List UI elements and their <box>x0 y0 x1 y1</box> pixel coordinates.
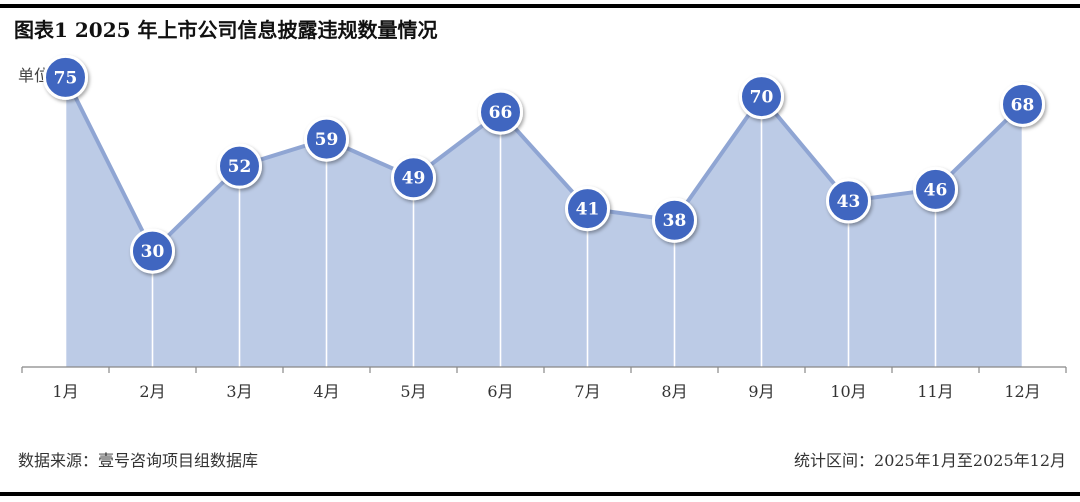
x-tick-label: 7月 <box>574 382 600 401</box>
data-label: 68 <box>1011 95 1035 115</box>
x-tick-label: 2月 <box>139 382 165 401</box>
data-source: 数据来源：壹号咨询项目组数据库 <box>18 451 259 470</box>
data-label: 52 <box>228 157 252 177</box>
data-label: 70 <box>750 88 774 108</box>
data-point-marker <box>43 54 88 100</box>
figure-title: 图表1 2025 年上市公司信息披露违规数量情况 <box>14 18 438 42</box>
bottom-rule <box>0 492 1080 496</box>
data-point-marker <box>826 178 871 224</box>
x-tick-label: 6月 <box>487 382 513 401</box>
data-label: 41 <box>576 200 600 220</box>
top-rule <box>0 4 1080 8</box>
data-label: 30 <box>141 242 165 262</box>
data-point-marker <box>304 116 349 162</box>
x-tick-label: 8月 <box>661 382 687 401</box>
data-point-marker <box>1000 81 1045 127</box>
data-label: 46 <box>924 180 948 200</box>
data-label: 38 <box>663 211 687 231</box>
data-point-marker <box>217 143 262 189</box>
data-label: 59 <box>315 130 339 150</box>
x-tick-label: 12月 <box>1004 382 1040 401</box>
chart-area: 75 30 52 59 49 66 41 38 70 43 46 68 1月 2月 3月 4月 5月 6月 7月 8… <box>21 54 1067 401</box>
data-label: 49 <box>402 169 426 189</box>
data-label: 43 <box>837 192 861 212</box>
statistics-period: 统计区间：2025年1月至2025年12月 <box>794 451 1066 470</box>
data-point-marker <box>478 89 523 135</box>
x-tick-label: 11月 <box>917 382 953 401</box>
data-label: 75 <box>54 68 78 88</box>
series-area-fill <box>65 77 1023 367</box>
data-point-marker <box>391 155 436 201</box>
data-point-marker <box>565 186 610 232</box>
x-tick-label: 9月 <box>748 382 774 401</box>
data-point-marker <box>739 74 784 120</box>
data-point-marker <box>652 197 697 243</box>
data-point-marker <box>913 166 958 212</box>
x-tick-label: 3月 <box>226 382 252 401</box>
x-tick-label: 4月 <box>313 382 339 401</box>
x-tick-label: 1月 <box>52 382 78 401</box>
x-tick-label: 10月 <box>830 382 866 401</box>
x-tick-label: 5月 <box>400 382 426 401</box>
data-label: 66 <box>489 103 513 123</box>
data-point-marker <box>130 228 175 274</box>
